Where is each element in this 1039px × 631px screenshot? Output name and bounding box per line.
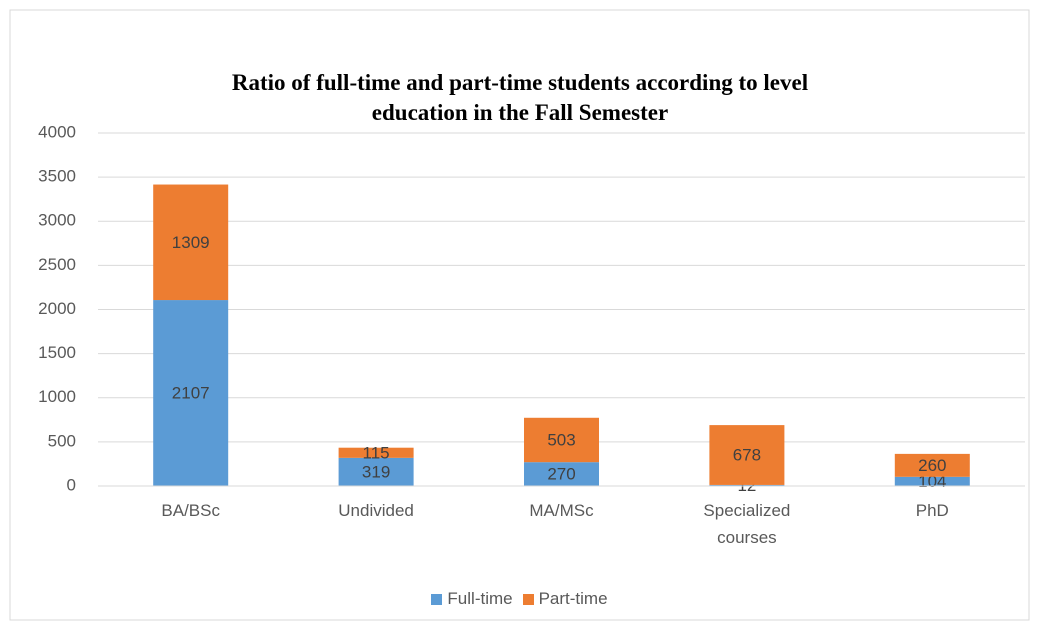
legend-label: Full-time — [447, 589, 513, 608]
chart-title: Ratio of full-time and part-time student… — [231, 70, 809, 125]
y-tick-label: 2000 — [38, 299, 76, 318]
data-label: 270 — [547, 465, 575, 484]
y-tick-label: 0 — [67, 475, 76, 494]
data-label: 115 — [363, 443, 390, 462]
bar-segment — [524, 462, 599, 486]
y-tick-label: 500 — [48, 431, 76, 450]
legend-item: Part-time — [522, 589, 608, 609]
y-tick-label: 4000 — [38, 122, 76, 141]
y-tick-label: 3000 — [38, 211, 76, 230]
x-tick-label: BA/BSc — [161, 501, 220, 520]
data-label: 503 — [547, 430, 575, 449]
x-tick-label: PhD — [915, 501, 949, 520]
data-label: 260 — [918, 456, 946, 475]
bar-segment — [153, 184, 229, 301]
legend-swatch — [522, 593, 534, 605]
bar-segment — [709, 484, 785, 486]
legend-item: Full-time — [431, 589, 513, 609]
bar-segment — [524, 417, 599, 463]
bar-segment — [894, 453, 970, 477]
legend-swatch — [431, 593, 443, 605]
legend: Full-time Part-time — [0, 589, 1039, 609]
x-tick-label: MA/MSc — [529, 501, 594, 520]
y-tick-label: 2500 — [38, 255, 76, 274]
y-tick-label: 1500 — [38, 343, 76, 362]
legend-label: Part-time — [538, 589, 608, 608]
bar-segment — [153, 300, 229, 486]
x-tick-label: Undivided — [338, 501, 414, 520]
bar-segment — [338, 457, 414, 486]
y-tick-label: 3500 — [38, 167, 76, 186]
data-label: 678 — [733, 446, 761, 465]
y-tick-label: 1000 — [38, 387, 76, 406]
bar-segment — [894, 476, 970, 486]
bar-segment — [338, 447, 414, 458]
x-tick-label: Specialized courses — [703, 501, 791, 547]
data-label: 2107 — [172, 384, 210, 403]
data-label: 319 — [362, 462, 390, 481]
data-label: 1309 — [172, 233, 210, 252]
bar-segment — [709, 425, 785, 485]
